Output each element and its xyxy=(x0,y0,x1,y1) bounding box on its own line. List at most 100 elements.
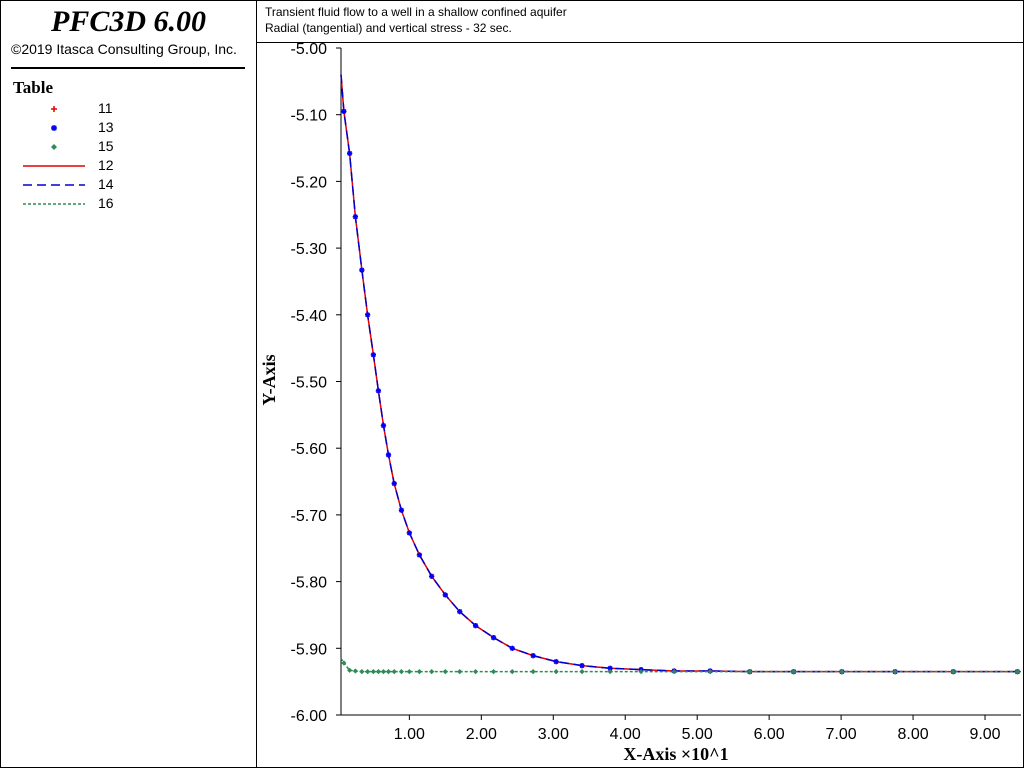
y-tick-label: -5.80 xyxy=(291,575,328,592)
chart-header: Transient fluid flow to a well in a shal… xyxy=(257,1,1023,43)
legend-panel: PFC3D 6.00 ©2019 Itasca Consulting Group… xyxy=(1,1,257,767)
legend-swatch-12 xyxy=(23,165,85,167)
data-point-13 xyxy=(347,150,353,156)
data-point-15 xyxy=(398,669,405,675)
x-tick-label: 5.00 xyxy=(682,726,713,743)
chart-area: -5.00 -5.10 -5.20 -5.30 -5.40 -5.50 -5.60 -5.70… xyxy=(259,43,1021,764)
y-tick-label: -5.70 xyxy=(291,508,328,525)
x-tick-label: 3.00 xyxy=(538,726,569,743)
series-line-16 xyxy=(340,657,1021,673)
legend-item-15: 15 xyxy=(21,137,241,156)
legend-item-14: 14 xyxy=(21,175,241,194)
data-point-15 xyxy=(490,669,497,675)
data-point-15 xyxy=(791,669,797,675)
data-point-15 xyxy=(457,669,463,675)
series-line-14 xyxy=(340,74,1018,673)
x-tick-label: 9.00 xyxy=(969,726,1000,743)
legend-marker-15 xyxy=(51,144,57,150)
y-tick-label: -5.40 xyxy=(291,308,328,325)
data-point-13 xyxy=(509,645,515,651)
data-point-15 xyxy=(747,669,753,675)
legend-label: 11 xyxy=(98,100,113,116)
legend-swatch-15 xyxy=(51,144,57,150)
data-point-15 xyxy=(429,669,435,675)
legend-item-16: 16 xyxy=(21,194,241,213)
legend-label: 12 xyxy=(98,157,114,173)
data-point-13 xyxy=(553,659,559,665)
data-point-13 xyxy=(365,312,371,318)
data-point-15 xyxy=(385,669,392,675)
y-axis-label: Y-Axis xyxy=(259,354,279,405)
data-point-13 xyxy=(370,352,376,358)
data-point-15 xyxy=(553,669,559,675)
data-point-15 xyxy=(707,669,713,675)
y-tick-label: -5.00 xyxy=(291,43,328,58)
series-line-12 xyxy=(340,74,1018,673)
x-tick-label: 1.00 xyxy=(394,726,425,743)
chart-subtitle: Radial (tangential) and vertical stress … xyxy=(265,21,512,35)
data-point-13 xyxy=(380,422,387,429)
copyright-text: ©2019 Itasca Consulting Group, Inc. xyxy=(11,41,237,57)
y-tick-label: -5.10 xyxy=(291,108,328,125)
data-point-13 xyxy=(429,573,435,579)
data-point-13 xyxy=(391,480,397,487)
data-point-13 xyxy=(359,267,365,273)
data-point-15 xyxy=(406,669,412,675)
data-point-13 xyxy=(352,214,358,220)
x-tick-label: 7.00 xyxy=(826,726,857,743)
series-layer xyxy=(340,74,1021,675)
data-point-15 xyxy=(380,669,387,675)
data-point-15 xyxy=(365,669,371,675)
legend-item-12: 12 xyxy=(21,156,241,175)
data-point-15 xyxy=(442,669,448,675)
data-point-13 xyxy=(375,388,382,394)
legend-title: Table xyxy=(13,78,54,97)
legend-marker-11 xyxy=(51,106,57,112)
data-point-15 xyxy=(950,669,956,675)
y-tick-label: -5.20 xyxy=(291,174,328,191)
legend-label: 15 xyxy=(98,138,114,154)
data-point-15 xyxy=(638,669,644,675)
data-point-13 xyxy=(607,665,613,671)
legend-swatch-14 xyxy=(23,184,85,186)
data-point-15 xyxy=(472,669,479,675)
app-title: PFC3D 6.00 xyxy=(50,5,206,38)
data-point-13 xyxy=(406,530,412,536)
x-axis-label: X-Axis ×10^1 xyxy=(623,744,728,764)
data-point-15 xyxy=(509,669,515,675)
data-point-15 xyxy=(416,669,423,675)
data-point-13 xyxy=(416,552,423,558)
data-point-15 xyxy=(391,669,397,675)
data-point-15 xyxy=(607,669,613,675)
data-point-13 xyxy=(530,653,536,659)
data-point-15 xyxy=(671,669,677,675)
x-tick-label: 4.00 xyxy=(610,726,641,743)
axes: -5.00 -5.10 -5.20 -5.30 -5.40 -5.50 -5.60 -5.70… xyxy=(291,43,1021,743)
series-markers-11 xyxy=(341,108,1021,675)
data-point-15 xyxy=(839,669,845,675)
legend-label: 16 xyxy=(98,195,114,211)
legend-marker-13 xyxy=(51,125,57,131)
data-point-15 xyxy=(579,669,585,675)
data-point-13 xyxy=(579,663,585,669)
data-point-15 xyxy=(892,669,898,675)
chart-title: Transient fluid flow to a well in a shal… xyxy=(265,5,567,19)
data-point-15 xyxy=(530,669,536,675)
legend-item-13: 13 xyxy=(21,118,241,137)
legend-swatch-16 xyxy=(23,203,85,205)
data-point-13 xyxy=(490,635,497,641)
legend-label: 14 xyxy=(98,176,114,192)
divider xyxy=(11,67,245,69)
legend-label: 13 xyxy=(98,119,114,135)
legend-swatch-11 xyxy=(51,106,57,112)
x-tick-label: 8.00 xyxy=(897,726,928,743)
data-point-13 xyxy=(472,623,479,629)
series-markers-13 xyxy=(341,108,1021,675)
data-point-13 xyxy=(385,452,392,458)
y-tick-label: -5.50 xyxy=(291,375,328,392)
data-point-15 xyxy=(1014,669,1021,675)
data-point-13 xyxy=(398,507,405,513)
legend-item-11: 11 xyxy=(21,99,241,118)
y-tick-label: -6.00 xyxy=(291,708,328,725)
